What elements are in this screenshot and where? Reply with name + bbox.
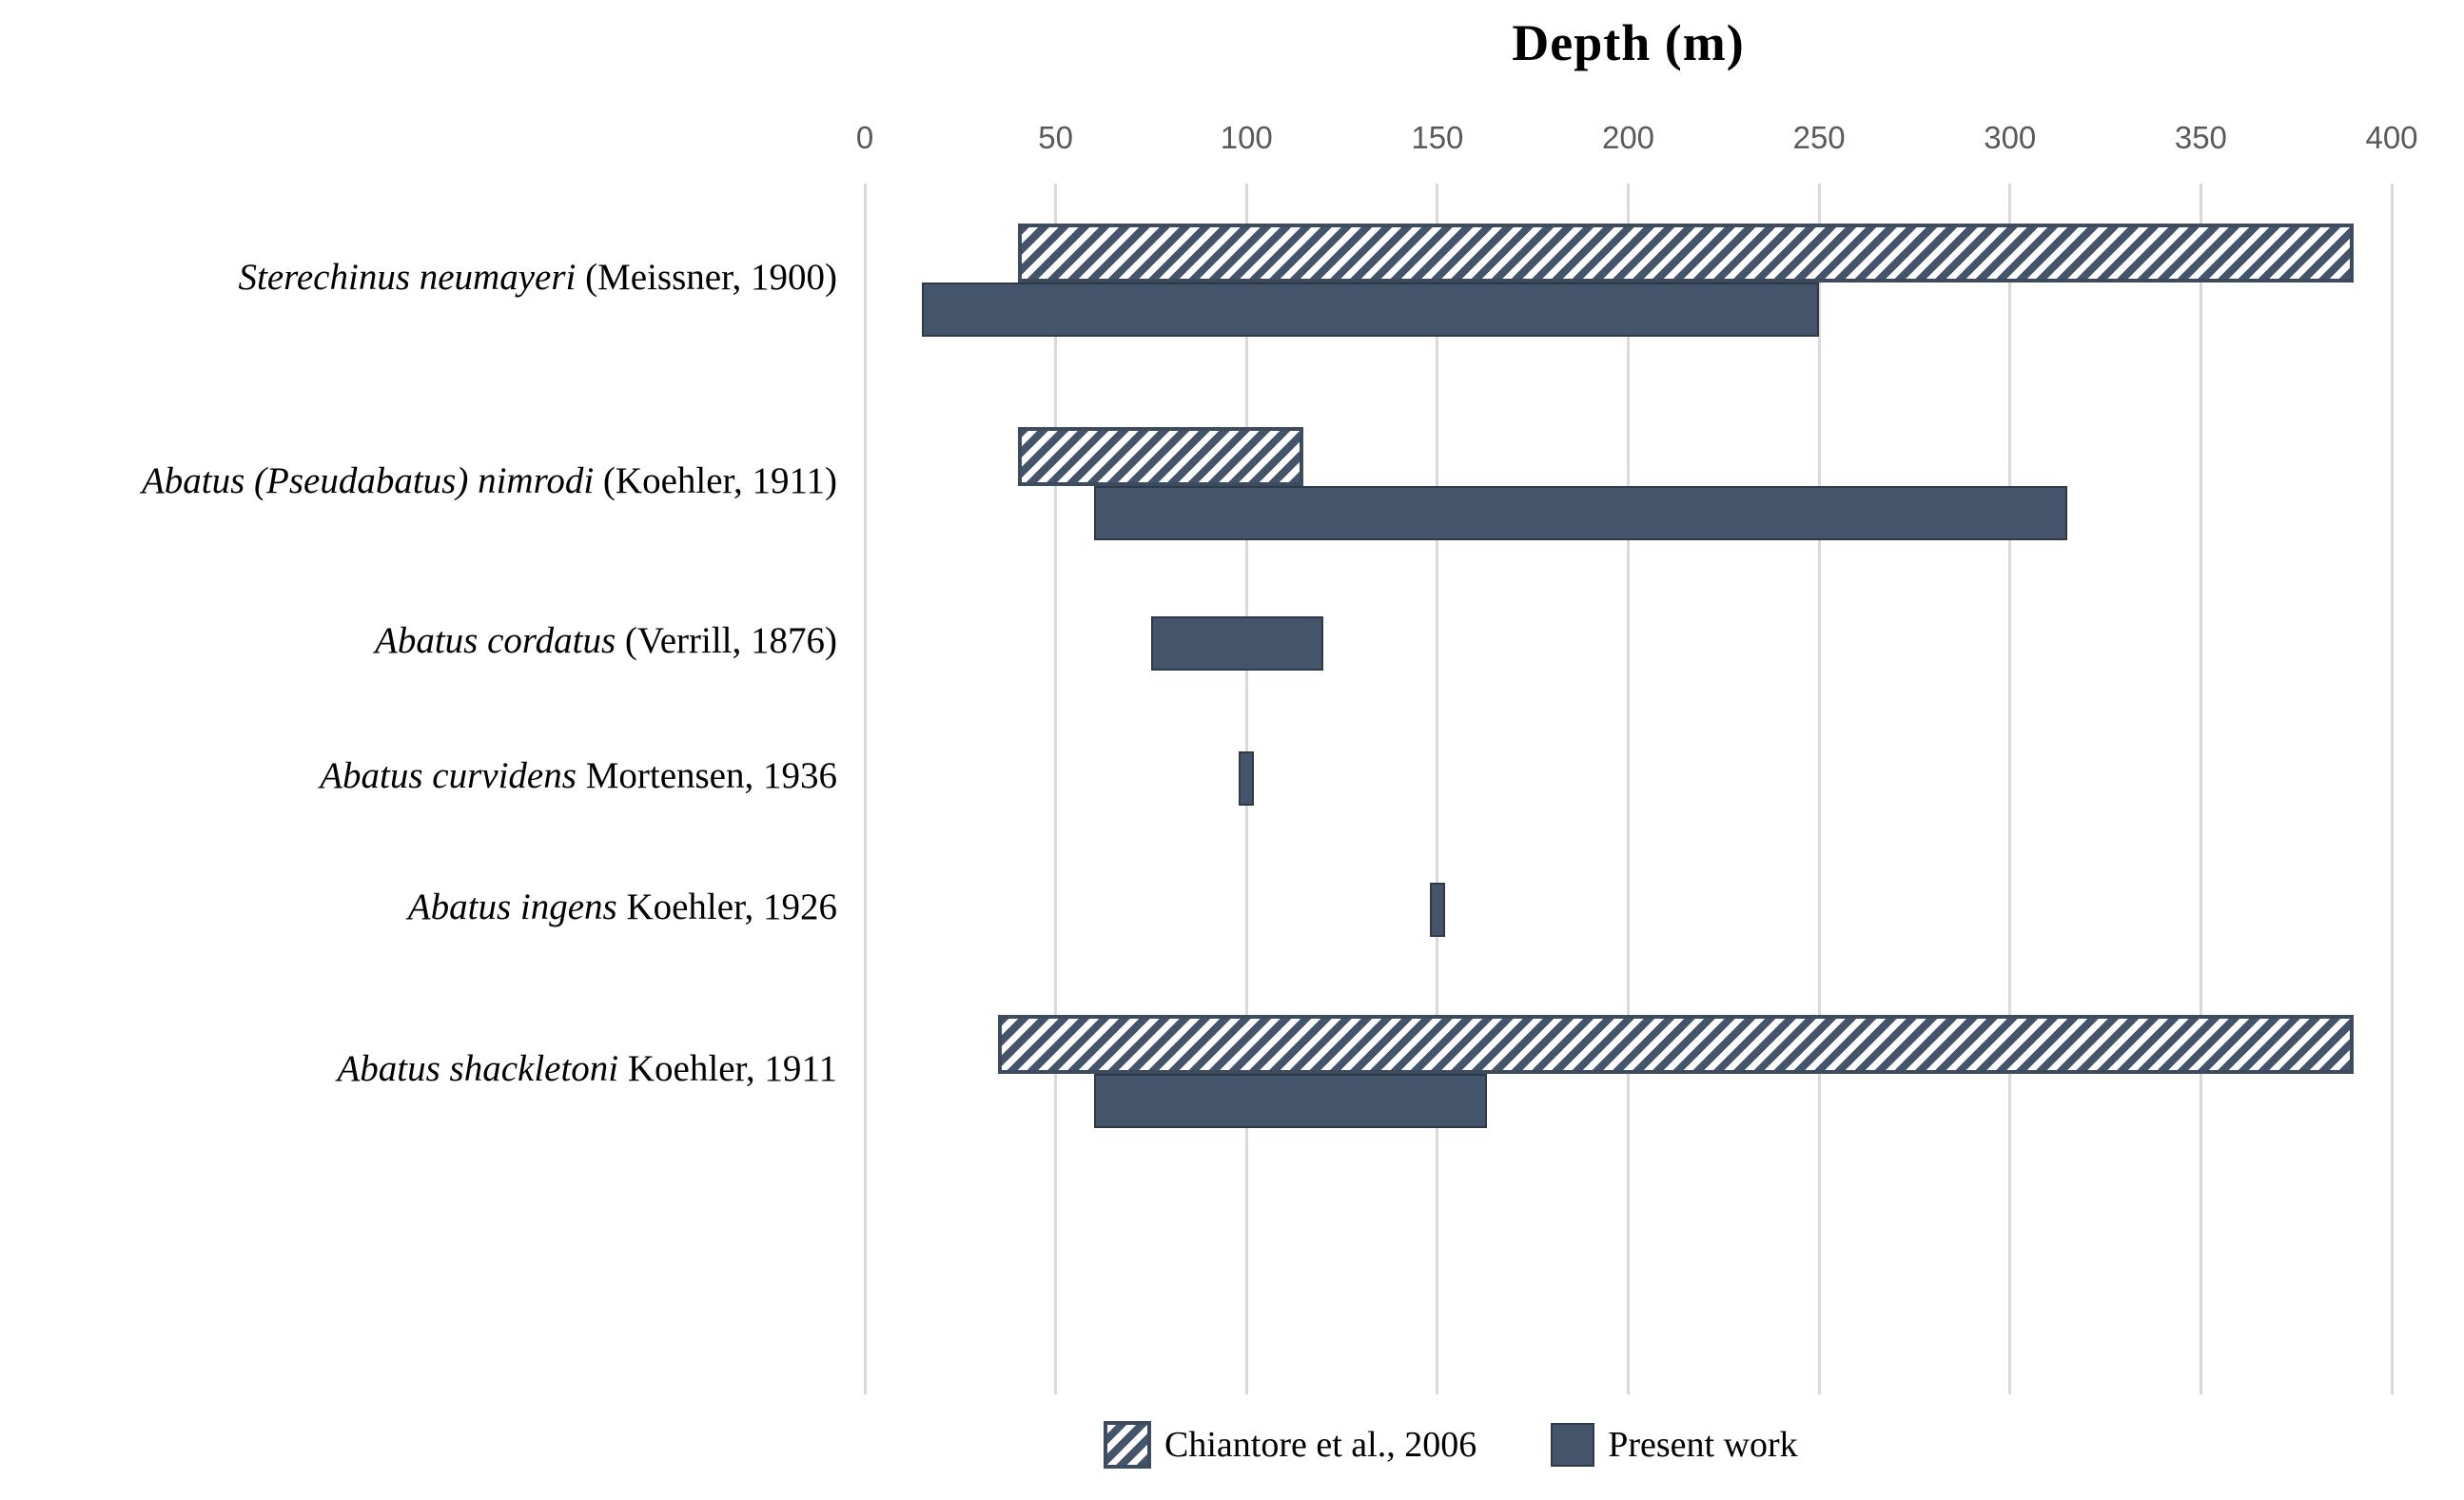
species-name: Abatus shackletoni bbox=[337, 1047, 619, 1089]
category-label-row3: Abatus cordatus (Verrill, 1876) bbox=[0, 619, 837, 662]
author-year: (Koehler, 1911) bbox=[594, 459, 837, 501]
bar-chiantore-row2 bbox=[1017, 427, 1304, 486]
axis-tick-label-400: 400 bbox=[2365, 120, 2418, 155]
axis-tick-label-0: 0 bbox=[855, 120, 874, 155]
gridline-0 bbox=[863, 184, 867, 1394]
gridline-250 bbox=[1817, 184, 1821, 1394]
category-label-row5: Abatus ingens Koehler, 1926 bbox=[0, 886, 837, 928]
axis-tick-label-350: 350 bbox=[2174, 120, 2227, 155]
author-year: Koehler, 1911 bbox=[618, 1047, 837, 1089]
species-name: Abatus (Pseudabatus) nimrodi bbox=[141, 459, 595, 501]
author-year: Mortensen, 1936 bbox=[576, 754, 837, 796]
axis-tick-label-100: 100 bbox=[1220, 120, 1273, 155]
gridline-300 bbox=[2008, 184, 2012, 1394]
category-label-row6: Abatus shackletoni Koehler, 1911 bbox=[0, 1047, 837, 1090]
species-name: Sterechinus neumayeri bbox=[238, 256, 577, 298]
bar-chiantore-row6 bbox=[998, 1015, 2354, 1074]
bar-present-work-row3 bbox=[1150, 616, 1323, 671]
bar-present-work-row2 bbox=[1093, 486, 2067, 540]
category-label-row4: Abatus curvidens Mortensen, 1936 bbox=[0, 754, 837, 797]
bar-chiantore-row1 bbox=[1017, 224, 2354, 282]
hatched-swatch-icon bbox=[1104, 1421, 1151, 1469]
legend-item-present-work: Present work bbox=[1551, 1423, 1798, 1467]
legend-label-chiantore: Chiantore et al., 2006 bbox=[1164, 1425, 1477, 1465]
gridline-150 bbox=[1436, 184, 1439, 1394]
gridline-50 bbox=[1054, 184, 1058, 1394]
legend-label-present-work: Present work bbox=[1608, 1425, 1798, 1465]
species-name: Abatus cordatus bbox=[375, 619, 616, 661]
gridline-350 bbox=[2199, 184, 2202, 1394]
bar-present-work-row4 bbox=[1239, 751, 1255, 806]
gridline-400 bbox=[2390, 184, 2394, 1394]
bar-present-work-row6 bbox=[1093, 1074, 1488, 1128]
legend-item-chiantore: Chiantore et al., 2006 bbox=[1104, 1421, 1476, 1469]
author-year: Koehler, 1926 bbox=[616, 886, 837, 927]
chart-title: Depth (m) bbox=[1512, 14, 1745, 71]
bar-present-work-row1 bbox=[922, 282, 1820, 337]
author-year: (Meissner, 1900) bbox=[576, 256, 837, 298]
species-name: Abatus curvidens bbox=[320, 754, 577, 796]
axis-tick-label-50: 50 bbox=[1038, 120, 1073, 155]
axis-tick-label-250: 250 bbox=[1792, 120, 1846, 155]
category-label-row2: Abatus (Pseudabatus) nimrodi (Koehler, 1… bbox=[0, 459, 837, 502]
axis-tick-label-200: 200 bbox=[1601, 120, 1655, 155]
author-year: (Verrill, 1876) bbox=[616, 619, 837, 661]
species-name: Abatus ingens bbox=[407, 886, 617, 927]
category-label-row1: Sterechinus neumayeri (Meissner, 1900) bbox=[0, 256, 837, 299]
axis-tick-label-150: 150 bbox=[1411, 120, 1464, 155]
bar-present-work-row5 bbox=[1429, 883, 1445, 937]
gridline-200 bbox=[1627, 184, 1630, 1394]
solid-swatch-icon bbox=[1551, 1423, 1595, 1467]
legend: Chiantore et al., 2006 Present work bbox=[1104, 1421, 1798, 1469]
axis-tick-label-300: 300 bbox=[1984, 120, 2037, 155]
